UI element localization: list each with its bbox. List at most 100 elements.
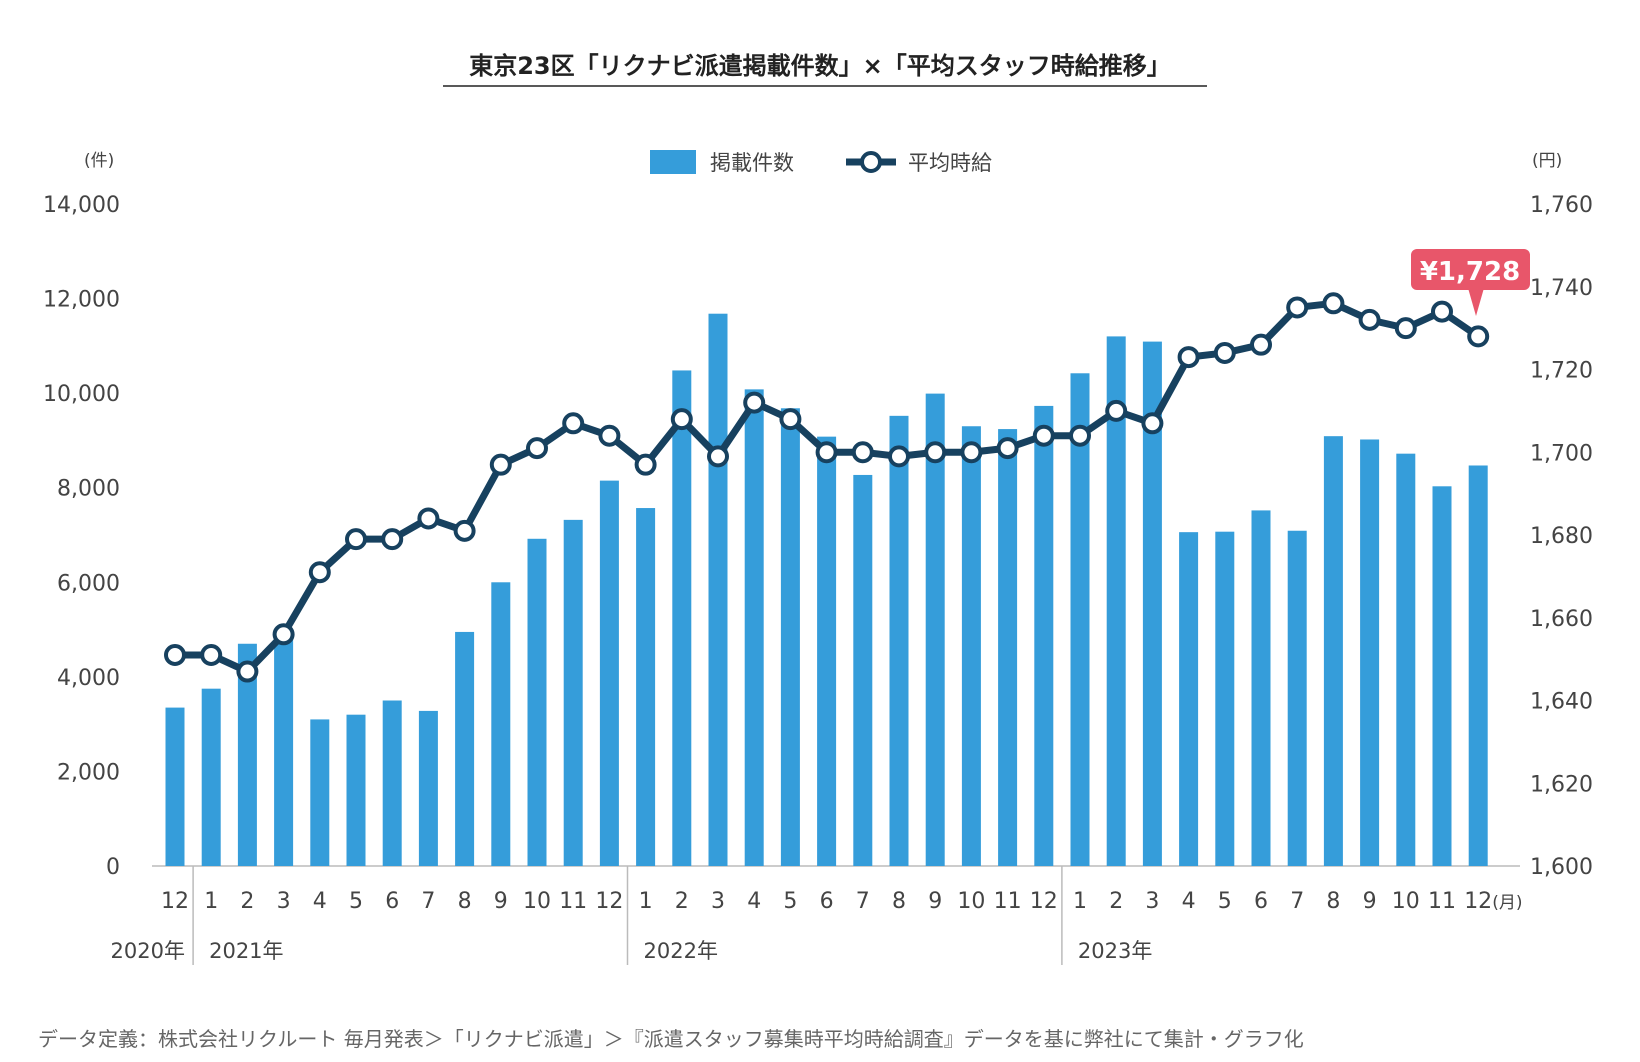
bar <box>346 714 366 866</box>
callout-bubble <box>1411 249 1530 290</box>
wage-point <box>417 507 440 530</box>
legend-bar-swatch <box>650 150 696 174</box>
legend: 掲載件数 平均時給 <box>650 150 992 175</box>
legend-line-label: 平均時給 <box>908 151 992 175</box>
wage-point <box>598 424 621 447</box>
wage-point <box>960 441 983 464</box>
bar <box>1468 465 1488 866</box>
left-axis-tick-label: 0 <box>106 855 120 880</box>
year-label: 2020年 <box>111 939 185 963</box>
bar <box>1070 373 1090 866</box>
year-label: 2022年 <box>644 939 718 963</box>
x-tick-label: 9 <box>1363 889 1377 914</box>
callout-pointer <box>1468 288 1484 316</box>
right-axis-tick-label: 1,660 <box>1530 607 1593 632</box>
left-axis-unit: (件) <box>84 151 114 171</box>
x-tick-label: 11 <box>1428 889 1456 914</box>
wage-point <box>526 437 548 460</box>
x-tick-label: 12 <box>1464 889 1492 914</box>
x-tick-label: 1 <box>1073 889 1087 914</box>
bar <box>237 643 257 866</box>
wage-point <box>1394 317 1417 340</box>
x-tick-label: 4 <box>1182 889 1196 914</box>
wage-point <box>236 660 259 683</box>
bar <box>274 636 294 866</box>
x-axis-unit: (月) <box>1492 893 1522 913</box>
callout-text: ¥1,728 <box>1420 257 1520 287</box>
wage-point <box>1286 296 1309 319</box>
footnote: データ定義：株式会社リクルート 毎月発表＞「リクナビ派遣」＞『派遣スタッフ募集時… <box>38 1027 1304 1051</box>
bar <box>201 688 221 866</box>
x-tick-label: 1 <box>639 889 653 914</box>
wage-point <box>1250 333 1272 356</box>
wage-point <box>345 528 367 551</box>
bar <box>744 389 764 866</box>
bar <box>636 508 656 866</box>
bar <box>708 313 728 866</box>
x-tick-label: 12 <box>1030 889 1058 914</box>
bar <box>961 426 981 866</box>
right-axis-tick-label: 1,700 <box>1530 441 1593 466</box>
bar <box>1432 486 1452 866</box>
wage-point <box>381 528 404 551</box>
wage-point <box>308 561 331 584</box>
x-tick-label: 6 <box>1254 889 1268 914</box>
x-tick-label: 8 <box>1326 889 1340 914</box>
bar <box>817 436 837 866</box>
bar <box>998 429 1018 866</box>
left-axis-tick-label: 6,000 <box>57 571 120 596</box>
wage-point <box>1467 325 1490 348</box>
wage-point <box>164 643 186 666</box>
bar <box>1287 530 1307 866</box>
x-tick-label: 8 <box>458 889 472 914</box>
bar <box>1179 532 1199 866</box>
right-axis-tick-label: 1,760 <box>1530 193 1593 218</box>
wage-point <box>1105 399 1128 422</box>
x-tick-label: 7 <box>856 889 870 914</box>
bar <box>165 707 185 866</box>
bar <box>1106 336 1126 866</box>
latest-value-callout: ¥1,728 <box>1411 249 1530 316</box>
x-tick-label: 10 <box>1392 889 1420 914</box>
wage-point <box>634 453 657 476</box>
wage-point <box>707 445 729 468</box>
left-axis-tick-label: 12,000 <box>43 288 120 313</box>
bar <box>563 519 583 866</box>
bar <box>1396 453 1416 866</box>
wage-point <box>1069 424 1091 447</box>
bar <box>1360 439 1380 866</box>
right-axis-tick-label: 1,640 <box>1530 690 1593 715</box>
x-tick-label: 12 <box>161 889 189 914</box>
x-tick-label: 5 <box>1218 889 1232 914</box>
bar <box>382 700 402 866</box>
bar <box>853 474 873 866</box>
bar <box>780 408 800 866</box>
x-tick-label: 7 <box>421 889 435 914</box>
wage-point <box>1177 346 1200 369</box>
x-tick-label: 7 <box>1290 889 1304 914</box>
bar <box>1251 510 1271 866</box>
wage-point <box>1213 341 1236 364</box>
x-tick-label: 5 <box>783 889 797 914</box>
bar <box>672 370 692 866</box>
bar <box>455 631 475 866</box>
axes-layer <box>152 865 1520 965</box>
wage-point <box>851 441 874 464</box>
legend-bar-label: 掲載件数 <box>710 151 794 175</box>
x-tick-label: 11 <box>559 889 587 914</box>
bar <box>310 719 330 866</box>
wage-point <box>1141 412 1164 435</box>
wage-point <box>888 445 910 468</box>
x-tick-label: 11 <box>994 889 1022 914</box>
wage-point <box>1322 292 1345 315</box>
x-tick-label: 3 <box>1145 889 1159 914</box>
x-tick-label: 12 <box>595 889 623 914</box>
bar <box>1142 341 1162 866</box>
bar <box>418 710 438 866</box>
wage-point <box>779 408 802 431</box>
wage-point <box>924 441 947 464</box>
x-tick-label: 4 <box>313 889 327 914</box>
right-axis-tick-label: 1,620 <box>1530 772 1593 797</box>
